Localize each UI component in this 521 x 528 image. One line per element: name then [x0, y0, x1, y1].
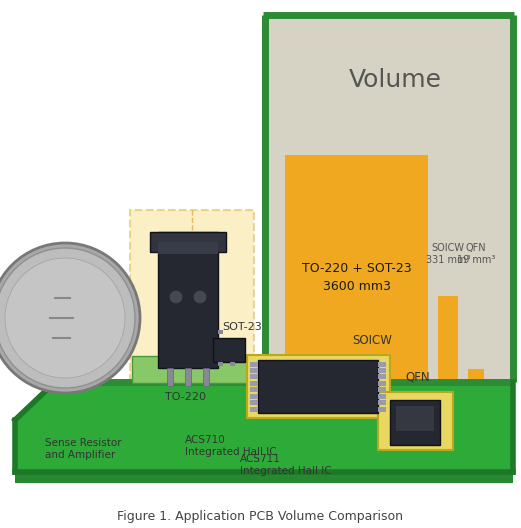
Bar [132, 356, 248, 383]
Bar [265, 15, 512, 380]
Bar [250, 400, 258, 405]
Text: QFN: QFN [405, 370, 430, 383]
Bar [378, 362, 386, 366]
Polygon shape [15, 382, 513, 472]
Bar [378, 368, 386, 373]
Text: ACS710
Integrated Hall IC: ACS710 Integrated Hall IC [185, 435, 277, 457]
Bar [218, 362, 223, 366]
Bar [203, 368, 209, 386]
Bar [378, 394, 386, 399]
Bar [250, 374, 258, 379]
Circle shape [0, 248, 135, 388]
Bar [378, 400, 386, 405]
Text: TO-220: TO-220 [165, 392, 206, 402]
Bar [378, 374, 386, 379]
Bar [468, 369, 484, 380]
Polygon shape [15, 472, 513, 483]
Bar [230, 362, 235, 366]
Bar [158, 232, 218, 368]
Text: TO-220 + SOT-23
3600 mm3: TO-220 + SOT-23 3600 mm3 [302, 262, 411, 293]
Text: Sense Resistor
and Amplifier: Sense Resistor and Amplifier [45, 438, 121, 460]
Bar [378, 407, 386, 411]
Circle shape [193, 290, 207, 304]
Text: SOICW: SOICW [352, 334, 392, 347]
Circle shape [0, 243, 140, 393]
Bar [438, 296, 458, 380]
Bar [158, 242, 218, 254]
Bar [258, 360, 378, 413]
Bar [250, 381, 258, 386]
Bar [378, 381, 386, 386]
Text: QFN
19 mm³: QFN 19 mm³ [457, 242, 495, 265]
Text: Figure 1. Application PCB Volume Comparison: Figure 1. Application PCB Volume Compari… [117, 510, 403, 523]
Bar [250, 387, 258, 392]
Text: Volume: Volume [349, 68, 441, 92]
Bar [378, 387, 386, 392]
Text: SOICW
331 mm³: SOICW 331 mm³ [426, 242, 470, 265]
Bar [250, 407, 258, 411]
Circle shape [169, 290, 183, 304]
Text: SOT-23: SOT-23 [222, 322, 262, 332]
Bar [218, 330, 223, 334]
Text: ACS711
Integrated Hall IC: ACS711 Integrated Hall IC [240, 454, 332, 476]
Bar [185, 368, 191, 386]
Bar [250, 362, 258, 366]
Bar [250, 368, 258, 373]
Bar [396, 406, 434, 431]
Bar [247, 355, 390, 418]
Bar [167, 368, 173, 386]
Bar [250, 394, 258, 399]
Bar [390, 400, 440, 445]
Bar [130, 210, 254, 383]
Bar [285, 155, 428, 380]
Bar [150, 232, 226, 252]
Bar [213, 338, 245, 362]
Bar [378, 392, 453, 450]
Circle shape [5, 258, 125, 378]
